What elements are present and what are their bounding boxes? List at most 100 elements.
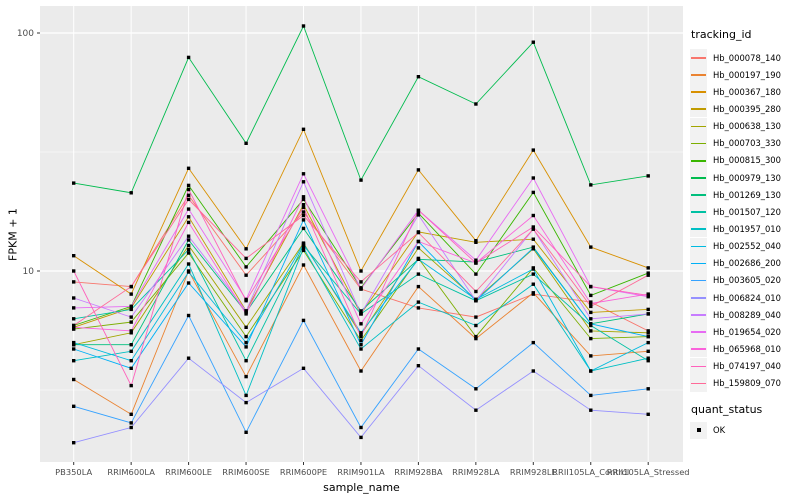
data-point[interactable] (531, 213, 535, 218)
data-point[interactable] (72, 306, 76, 310)
data-point[interactable] (129, 359, 133, 363)
data-point[interactable] (186, 166, 191, 170)
data-point[interactable] (589, 329, 593, 333)
data-point[interactable] (646, 329, 650, 333)
data-point[interactable] (129, 292, 133, 296)
data-point[interactable] (589, 354, 593, 358)
data-point[interactable] (186, 207, 191, 211)
data-point[interactable] (72, 343, 76, 347)
data-point[interactable] (129, 284, 133, 289)
data-point[interactable] (359, 322, 363, 326)
data-point[interactable] (474, 408, 478, 412)
data-point[interactable] (416, 75, 421, 79)
data-point[interactable] (186, 356, 191, 360)
data-point[interactable] (244, 273, 248, 277)
data-point[interactable] (129, 329, 133, 333)
data-point[interactable] (416, 239, 421, 244)
legend-item-Hb_000703_330[interactable]: Hb_000703_330 (690, 134, 800, 152)
data-point[interactable] (589, 322, 593, 326)
data-point[interactable] (531, 227, 535, 231)
data-point[interactable] (72, 280, 76, 284)
data-point[interactable] (416, 257, 421, 261)
data-point[interactable] (72, 340, 76, 345)
legend-item-Hb_003605_020[interactable]: Hb_003605_020 (690, 271, 800, 289)
data-point[interactable] (646, 387, 650, 391)
data-point[interactable] (72, 323, 76, 328)
data-point[interactable] (359, 425, 363, 430)
data-point[interactable] (646, 312, 650, 316)
data-point[interactable] (244, 309, 248, 313)
data-point[interactable] (474, 272, 478, 276)
data-point[interactable] (359, 435, 363, 440)
data-point[interactable] (474, 261, 478, 265)
data-point[interactable] (244, 359, 248, 363)
data-point[interactable] (72, 377, 76, 382)
data-point[interactable] (531, 272, 535, 276)
data-point[interactable] (72, 327, 76, 331)
data-point[interactable] (301, 210, 306, 214)
legend-item-Hb_008289_040[interactable]: Hb_008289_040 (690, 306, 800, 324)
data-point[interactable] (646, 356, 650, 360)
data-point[interactable] (186, 281, 191, 285)
data-point[interactable] (244, 430, 248, 434)
data-point[interactable] (531, 40, 535, 44)
data-point[interactable] (72, 404, 76, 408)
data-point[interactable] (129, 191, 133, 195)
data-point[interactable] (301, 205, 306, 210)
legend-item-Hb_074197_040[interactable]: Hb_074197_040 (690, 357, 800, 375)
data-point[interactable] (301, 127, 306, 131)
legend-item-Hb_000638_130[interactable]: Hb_000638_130 (690, 117, 800, 135)
data-point[interactable] (589, 393, 593, 398)
data-point[interactable] (531, 190, 535, 195)
legend-item-Hb_000815_300[interactable]: Hb_000815_300 (690, 151, 800, 169)
data-point[interactable] (359, 334, 363, 339)
data-point[interactable] (301, 366, 306, 370)
data-point[interactable] (129, 331, 133, 335)
data-point[interactable] (301, 180, 306, 184)
data-point[interactable] (589, 336, 593, 341)
data-point[interactable] (301, 242, 306, 246)
data-point[interactable] (129, 421, 133, 425)
data-point[interactable] (531, 176, 535, 180)
data-point[interactable] (359, 347, 363, 351)
data-point[interactable] (531, 267, 535, 271)
data-point[interactable] (186, 247, 191, 252)
legend-item-Hb_002552_040[interactable]: Hb_002552_040 (690, 237, 800, 255)
data-point[interactable] (301, 226, 306, 231)
legend-item-Hb_000078_140[interactable]: Hb_000078_140 (690, 49, 800, 67)
data-point[interactable] (129, 425, 133, 430)
data-point[interactable] (244, 345, 248, 349)
data-point[interactable] (244, 247, 248, 251)
data-point[interactable] (301, 172, 306, 176)
data-point[interactable] (72, 317, 76, 321)
legend-item-Hb_000367_180[interactable]: Hb_000367_180 (690, 83, 800, 101)
data-point[interactable] (186, 197, 191, 202)
data-point[interactable] (186, 270, 191, 274)
data-point[interactable] (589, 301, 593, 306)
data-point[interactable] (359, 331, 363, 335)
data-point[interactable] (186, 238, 191, 242)
data-point[interactable] (416, 306, 421, 310)
data-point[interactable] (129, 315, 133, 319)
data-point[interactable] (474, 299, 478, 303)
data-point[interactable] (359, 369, 363, 373)
data-point[interactable] (129, 349, 133, 353)
data-point[interactable] (129, 366, 133, 370)
data-point[interactable] (474, 334, 478, 339)
legend-item-Hb_065968_010[interactable]: Hb_065968_010 (690, 340, 800, 358)
data-point[interactable] (186, 220, 191, 225)
data-point[interactable] (186, 234, 191, 238)
data-point[interactable] (244, 141, 248, 145)
data-point[interactable] (186, 55, 191, 60)
data-point[interactable] (72, 181, 76, 185)
legend-item-Hb_001269_130[interactable]: Hb_001269_130 (690, 186, 800, 204)
data-point[interactable] (646, 334, 650, 339)
data-point[interactable] (186, 183, 191, 188)
data-point[interactable] (72, 296, 76, 300)
data-point[interactable] (244, 400, 248, 405)
data-point[interactable] (646, 331, 650, 335)
data-point[interactable] (531, 237, 535, 241)
data-point[interactable] (72, 441, 76, 445)
data-point[interactable] (359, 309, 363, 313)
legend-item-Hb_002686_200[interactable]: Hb_002686_200 (690, 254, 800, 272)
